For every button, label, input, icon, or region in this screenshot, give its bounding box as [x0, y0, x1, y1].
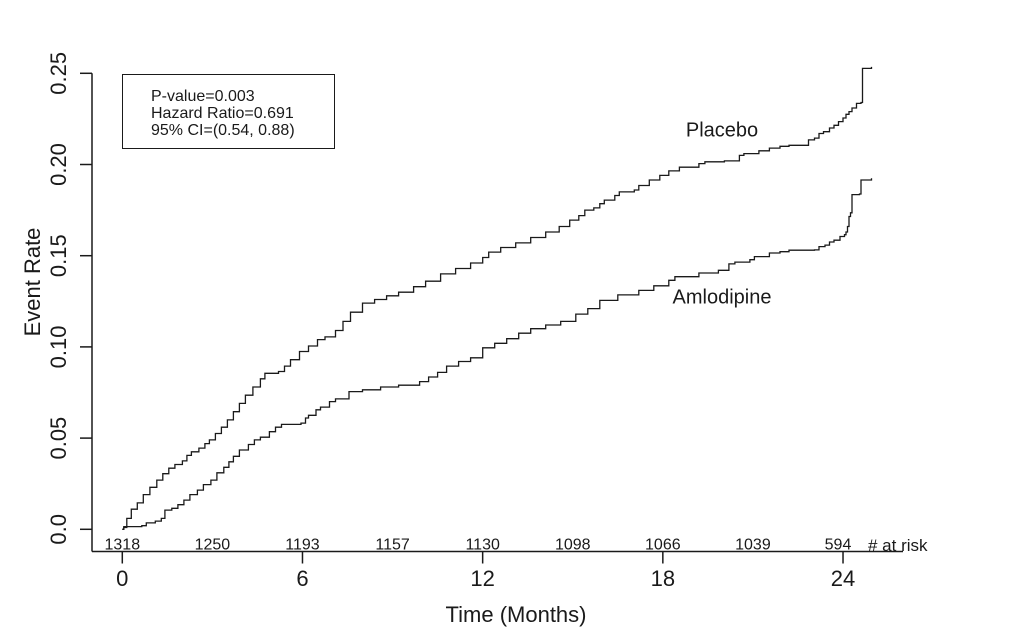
risk-count: 1157: [375, 537, 410, 554]
y-axis-title: Event Rate: [20, 227, 45, 337]
x-axis-title: Time (Months): [445, 602, 587, 627]
amlodipine-curve: [122, 178, 873, 530]
risk-count: 1130: [465, 537, 500, 554]
x-tick-label: 6: [296, 566, 308, 591]
y-tick-label: 0.10: [46, 325, 71, 368]
y-tick-label: 0.05: [46, 417, 71, 460]
placebo-curve: [122, 66, 873, 530]
risk-count: 1066: [645, 537, 681, 554]
x-tick-label: 12: [470, 566, 494, 591]
y-tick-label: 0.0: [46, 514, 71, 545]
x-tick-label: 18: [651, 566, 675, 591]
risk-count: 594: [825, 537, 852, 554]
stats-annotation-box: P-value=0.003 Hazard Ratio=0.691 95% CI=…: [122, 74, 335, 149]
risk-count: 1098: [555, 537, 591, 554]
p-value-text: P-value=0.003: [151, 88, 255, 105]
confidence-interval-text: 95% CI=(0.54, 0.88): [151, 122, 295, 139]
hazard-ratio-text: Hazard Ratio=0.691: [151, 105, 294, 122]
risk-count: 1318: [105, 537, 141, 554]
risk-count: 1250: [195, 537, 231, 554]
risk-table-label: # at risk: [868, 536, 928, 555]
x-tick-label: 0: [116, 566, 128, 591]
y-tick-label: 0.20: [46, 143, 71, 186]
risk-count: 1193: [285, 537, 320, 554]
placebo-curve-label: Placebo: [685, 119, 759, 142]
risk-count: 1039: [735, 537, 771, 554]
y-tick-label: 0.15: [46, 234, 71, 277]
x-tick-label: 24: [831, 566, 855, 591]
y-tick-label: 0.25: [46, 52, 71, 95]
amlodipine-curve-label: Amlodipine: [672, 286, 772, 309]
